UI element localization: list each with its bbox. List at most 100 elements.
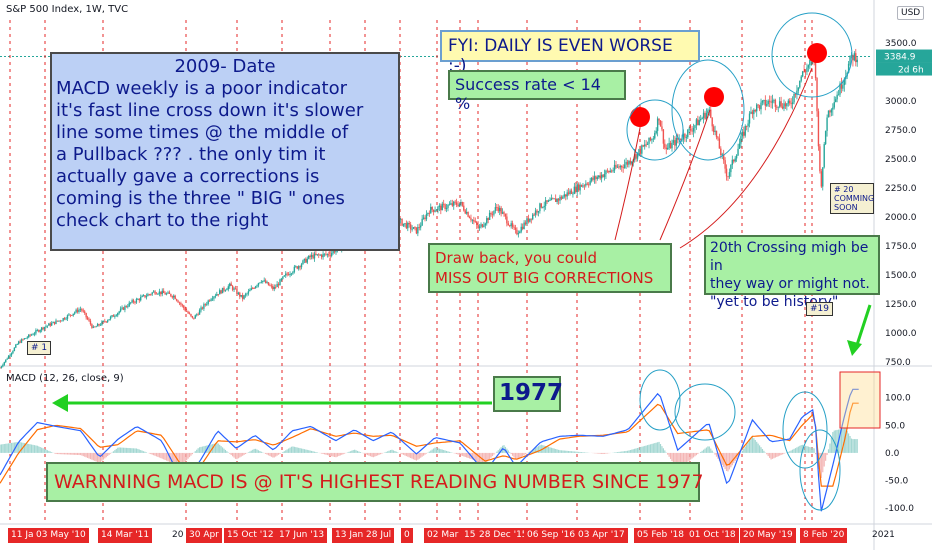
macd-histogram-bar (385, 451, 387, 453)
tag-1[interactable]: # 1 (27, 341, 52, 355)
price-candle (494, 207, 497, 211)
price-candle (585, 183, 587, 186)
macd-histogram-bar (631, 449, 633, 453)
macd-histogram-bar (543, 445, 545, 453)
macd-histogram-bar (51, 452, 53, 453)
macd-histogram-bar (777, 452, 779, 457)
price-candle (161, 290, 163, 295)
macd-histogram-bar (826, 452, 828, 456)
price-candle (565, 194, 567, 197)
macd-histogram-bar (727, 452, 729, 472)
price-candle (777, 106, 779, 108)
price-candle (727, 176, 729, 178)
price-candle (817, 111, 820, 147)
macd-histogram-bar (374, 452, 376, 457)
price-candle (183, 305, 185, 309)
macd-histogram-bar (804, 445, 807, 453)
macd-histogram-bar (412, 452, 415, 460)
price-candle (17, 341, 20, 345)
price-candle (570, 190, 573, 194)
price-candle (757, 104, 759, 106)
price-candle (842, 85, 844, 89)
macd-histogram-bar (196, 449, 198, 453)
macd-histogram-bar (646, 445, 649, 453)
macd-histogram-bar (825, 452, 827, 461)
price-candle (613, 164, 616, 171)
price-candle (127, 306, 129, 308)
success-rate-note[interactable]: Success rate < 14 % (448, 70, 626, 113)
currency-label[interactable]: USD (897, 6, 925, 20)
fyi-note[interactable]: FYI: DAILY IS EVEN WORSE :-) (440, 30, 700, 76)
macd-histogram-bar (285, 450, 287, 453)
price-candle (580, 184, 583, 187)
macd-histogram-bar (128, 448, 130, 453)
macd-histogram-bar (210, 444, 212, 453)
price-candle (598, 175, 600, 178)
price-candle (783, 103, 785, 109)
price-tick-label: 2500.0 (885, 155, 917, 165)
price-candle (253, 288, 255, 289)
price-candle (780, 101, 782, 107)
macd-histogram-bar (344, 452, 346, 454)
macd-histogram-bar (237, 452, 239, 459)
price-candle (638, 149, 640, 153)
macd-histogram-bar (158, 452, 160, 458)
price-candle (540, 203, 543, 208)
price-tick-label: 2000.0 (885, 213, 917, 223)
price-candle (590, 177, 593, 181)
macd-histogram-bar (331, 452, 333, 457)
macd-histogram-bar (450, 452, 452, 453)
macd-histogram-bar (214, 443, 216, 453)
price-candle (180, 302, 182, 305)
price-candle (73, 312, 76, 314)
macd-histogram-bar (270, 452, 272, 457)
price-candle (500, 207, 502, 214)
price-candle (109, 316, 112, 320)
macd-histogram-bar (359, 452, 362, 453)
price-candle (524, 222, 527, 225)
price-candle (283, 275, 286, 277)
macd-histogram-bar (639, 447, 642, 453)
tag-19[interactable]: #19 (806, 302, 833, 316)
macd-histogram-bar (644, 445, 646, 453)
drawback-note[interactable]: Draw back, you could MISS OUT BIG CORREC… (428, 243, 672, 293)
drawback-arrow (659, 109, 711, 241)
macd-histogram-bar (326, 452, 328, 456)
price-candle (603, 174, 606, 178)
price-candle (79, 309, 82, 310)
price-candle (167, 292, 169, 294)
macd-histogram-bar (354, 449, 356, 453)
macd-histogram-bar (170, 452, 172, 463)
price-candle (615, 164, 617, 168)
warning-note[interactable]: WARNNING MACD IS @ IT'S HIGHEST READING … (46, 462, 704, 502)
price-candle (285, 273, 287, 276)
macd-histogram-bar (466, 452, 468, 458)
macd-histogram-bar (112, 451, 115, 453)
macd-histogram-bar (104, 452, 106, 459)
macd-indicator-label[interactable]: MACD (12, 26, close, 9) (6, 373, 124, 384)
year-1977-note[interactable]: 1977 (493, 376, 563, 412)
macd-peak-ellipse (639, 369, 681, 431)
macd-histogram-bar (177, 452, 179, 466)
price-candle (177, 300, 179, 303)
macd-histogram-bar (105, 452, 107, 458)
macd-histogram-bar (243, 452, 245, 455)
price-candle (427, 212, 429, 215)
macd-histogram-bar (163, 452, 165, 460)
price-candle (407, 223, 409, 229)
price-tick-label: 750.0 (885, 358, 911, 368)
price-candle (774, 99, 777, 107)
price-candle (734, 158, 736, 162)
price-candle (503, 212, 505, 215)
crossing-note[interactable]: 20th Crossing migh be in they way or mig… (704, 235, 880, 310)
macd-histogram-bar (654, 443, 656, 453)
macd-histogram-bar (216, 443, 218, 453)
price-candle (646, 143, 649, 145)
price-candle (240, 294, 242, 297)
macd-histogram-bar (191, 452, 194, 455)
note-2009-box[interactable]: 2009- Date MACD weekly is a poor indicat… (50, 52, 400, 251)
macd-histogram-bar (437, 448, 439, 453)
tag-20[interactable]: # 20 COMMING SOON (830, 183, 874, 214)
price-candle (194, 315, 196, 319)
macd-histogram-bar (491, 452, 494, 457)
